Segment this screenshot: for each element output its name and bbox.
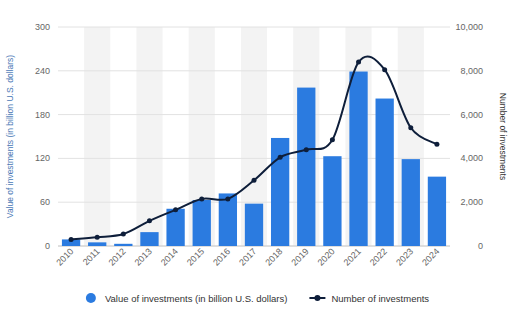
- x-tick-label: 2014: [159, 246, 180, 267]
- bar: [140, 232, 158, 246]
- bar: [323, 156, 341, 246]
- bar: [114, 244, 132, 246]
- x-tick-label: 2017: [237, 246, 258, 267]
- bar: [349, 72, 367, 246]
- y2-tick: [450, 202, 453, 203]
- band: [345, 27, 371, 246]
- bar: [193, 200, 211, 246]
- bar: [297, 88, 315, 246]
- y-tick-label: 300: [35, 22, 50, 32]
- bar: [166, 209, 184, 246]
- line-marker: [173, 207, 178, 212]
- legend-label: Value of investments (in billion U.S. do…: [105, 293, 288, 304]
- y-axis-title: Value of investments (in billion U.S. do…: [5, 55, 15, 218]
- line-marker: [278, 155, 283, 160]
- legend-item: Value of investments (in billion U.S. do…: [86, 293, 288, 304]
- legend: Value of investments (in billion U.S. do…: [86, 293, 429, 304]
- y-tick-label: 180: [35, 110, 50, 120]
- y-tick-label: 120: [35, 153, 50, 163]
- y2-tick: [450, 114, 453, 115]
- line-marker: [147, 218, 152, 223]
- band: [293, 27, 319, 246]
- x-tick-label: 2023: [394, 246, 415, 267]
- bar: [402, 159, 420, 246]
- x-tick-label: 2020: [316, 246, 337, 267]
- legend-swatch: [86, 293, 96, 303]
- y2-tick: [450, 70, 453, 71]
- line-marker: [408, 125, 413, 130]
- y2-axis-title: Number of investments: [498, 93, 508, 180]
- plot-marks: [62, 56, 446, 246]
- x-tick-label: 2012: [107, 246, 128, 267]
- line-marker: [69, 237, 74, 242]
- x-tick-label: 2018: [263, 246, 284, 267]
- y2-tick-label: 8,000: [460, 66, 483, 76]
- line-marker: [382, 67, 387, 72]
- band: [241, 27, 267, 246]
- legend-swatch: [314, 295, 320, 301]
- line-marker: [199, 196, 204, 201]
- x-tick-label: 2013: [133, 246, 154, 267]
- line-marker: [434, 142, 439, 147]
- band: [84, 27, 110, 246]
- x-tick-label: 2016: [211, 246, 232, 267]
- y-tick-label: 60: [40, 197, 50, 207]
- legend-label: Number of investments: [331, 293, 429, 304]
- bar: [428, 177, 446, 246]
- bar: [376, 99, 394, 246]
- line-marker: [356, 60, 361, 65]
- y2-tick-label: 6,000: [460, 110, 483, 120]
- bar: [219, 193, 237, 246]
- band: [189, 27, 215, 246]
- x-tick-label: 2011: [81, 246, 102, 267]
- x-tick-label: 2024: [420, 246, 441, 267]
- y2-tick-label: 2,000: [460, 197, 483, 207]
- y-tick-label: 0: [45, 241, 50, 251]
- y-tick-label: 240: [35, 66, 50, 76]
- line-marker: [225, 196, 230, 201]
- line-marker: [304, 147, 309, 152]
- line-marker: [95, 235, 100, 240]
- bar: [245, 204, 263, 246]
- line-marker: [252, 178, 257, 183]
- y2-tick-label: 10,000: [455, 22, 483, 32]
- grid-line: [58, 27, 450, 28]
- x-tick-label: 2015: [185, 246, 206, 267]
- legend-item: Number of investments: [309, 293, 429, 304]
- y2-tick: [450, 246, 453, 247]
- x-tick-label: 2019: [289, 246, 310, 267]
- y2-tick: [450, 27, 453, 28]
- x-tick-label: 2021: [342, 246, 363, 267]
- chart: 0 60 120 180 240 300 0 2,000 4,000 6,000 8,000 10,0…: [0, 0, 512, 326]
- line-marker: [330, 137, 335, 142]
- line-marker: [121, 231, 126, 236]
- y2-tick-label: 4,000: [460, 153, 483, 163]
- line: [71, 56, 437, 239]
- y2-tick: [450, 158, 453, 159]
- x-tick-label: 2010: [54, 246, 75, 267]
- y2-tick-label: 0: [478, 241, 483, 251]
- x-tick-label: 2022: [368, 246, 389, 267]
- band: [136, 27, 162, 246]
- grid-line: [58, 70, 450, 71]
- bar: [88, 242, 106, 246]
